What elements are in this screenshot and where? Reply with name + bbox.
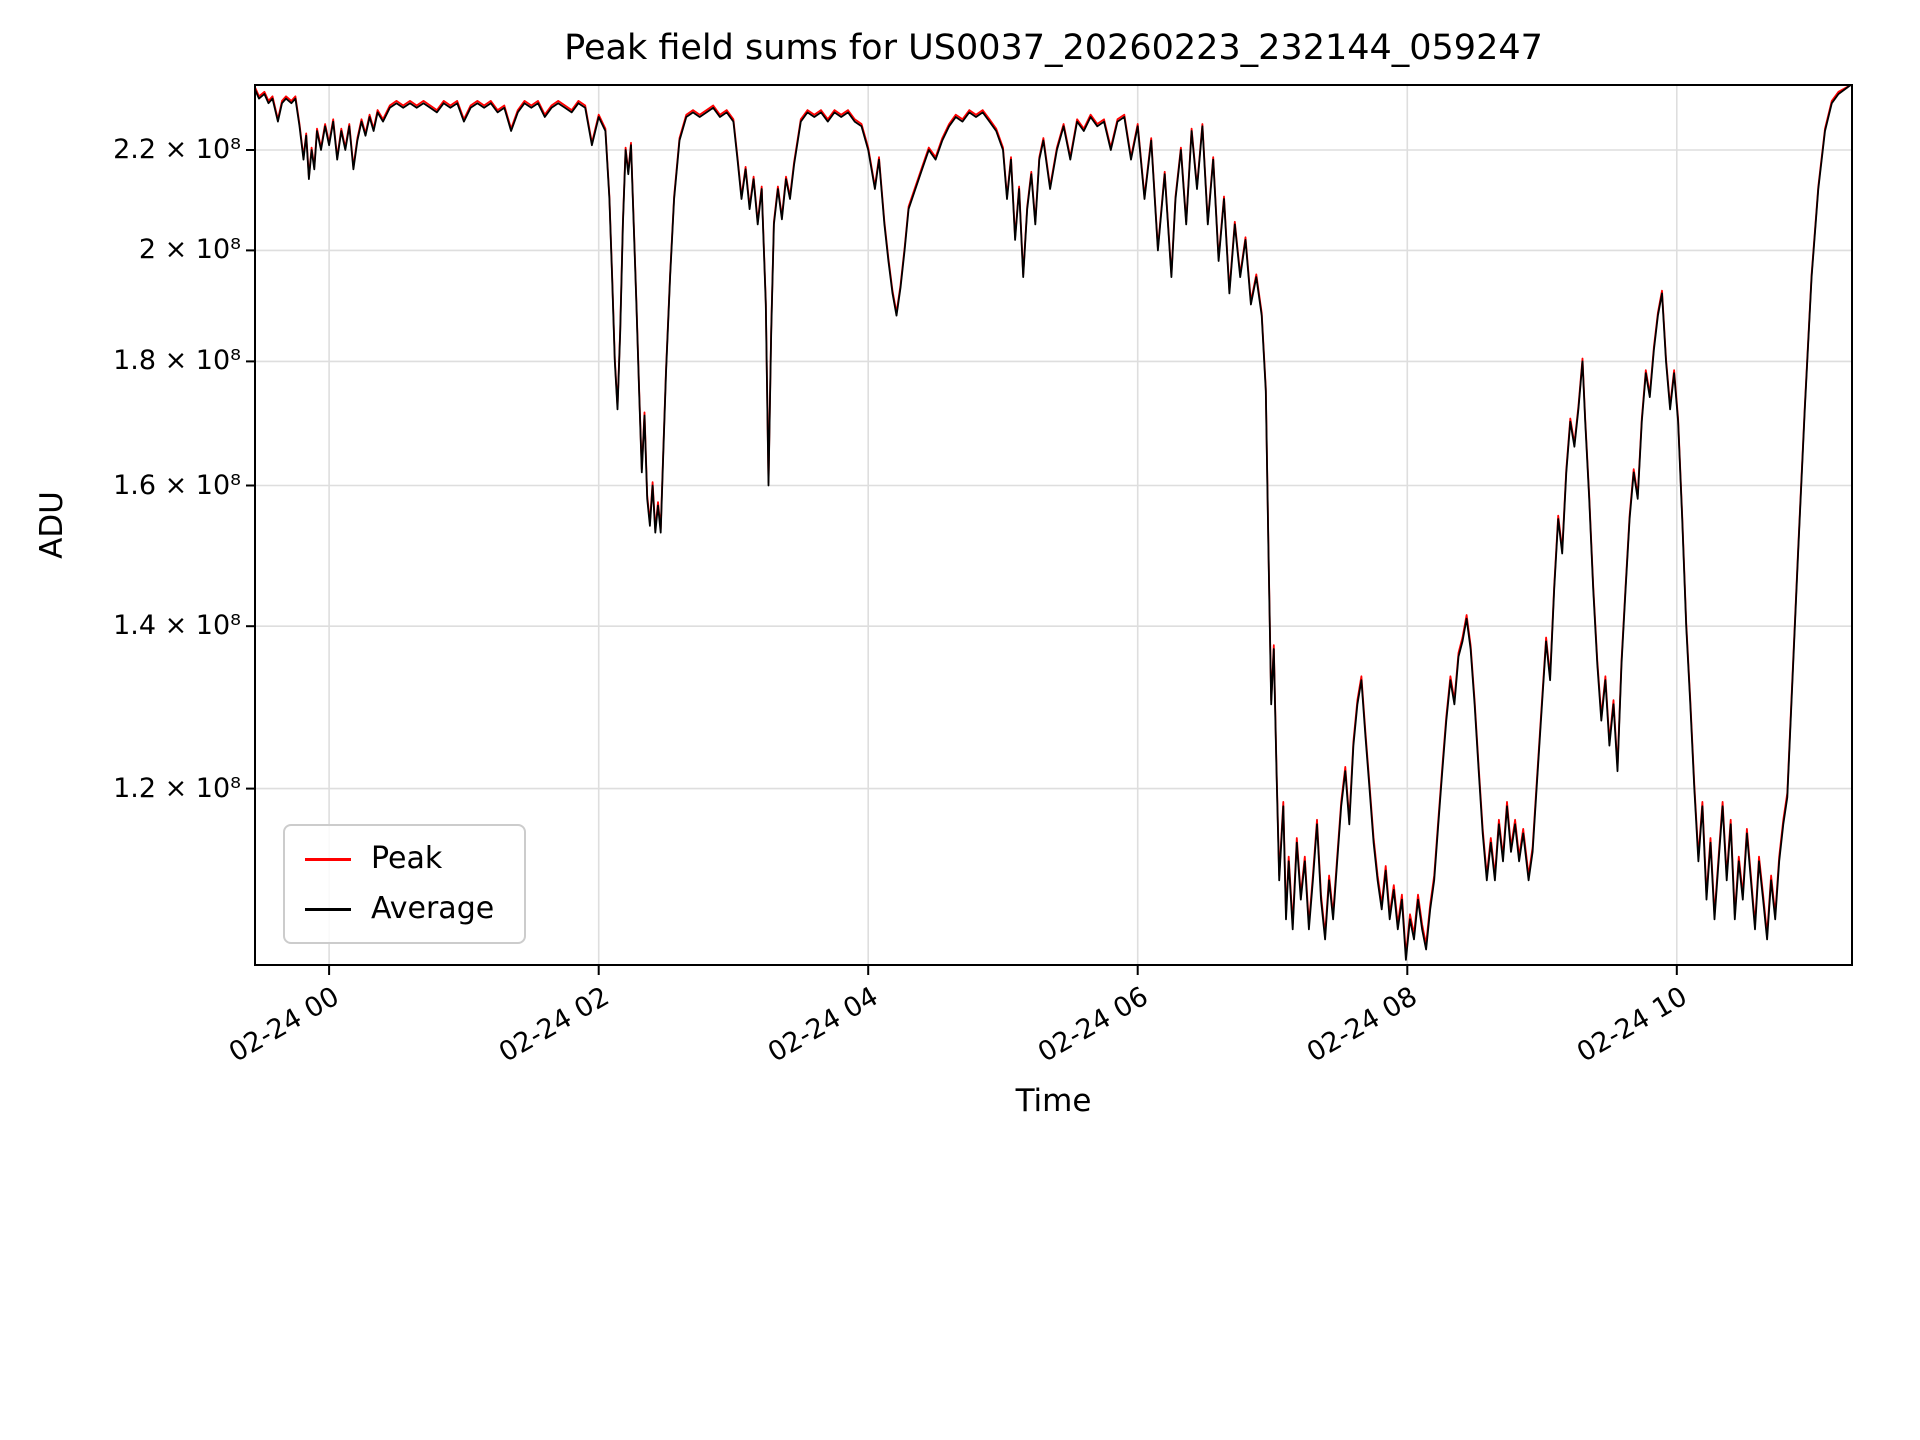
series-average-line xyxy=(254,84,1852,961)
legend-label-peak: Peak xyxy=(371,841,443,876)
legend-item-average: Average xyxy=(305,892,494,926)
legend-item-peak: Peak xyxy=(305,842,494,876)
y-tick-label: 2.2 × 10⁸ xyxy=(113,133,241,165)
y-tick-label: 1.6 × 10⁸ xyxy=(113,469,241,501)
y-tick-label: 1.4 × 10⁸ xyxy=(113,610,241,642)
legend: Peak Average xyxy=(283,824,527,944)
chart-title: Peak field sums for US0037_20260223_2321… xyxy=(564,28,1543,68)
peak-line-swatch xyxy=(305,857,351,861)
y-tick-label: 1.2 × 10⁸ xyxy=(113,772,241,804)
x-axis-label: Time xyxy=(1015,1083,1092,1119)
axes-spines xyxy=(254,84,1853,966)
average-line-swatch xyxy=(305,907,351,911)
y-tick-label: 2 × 10⁸ xyxy=(138,234,241,266)
legend-label-average: Average xyxy=(371,891,495,926)
y-tick-label: 1.8 × 10⁸ xyxy=(113,345,241,377)
